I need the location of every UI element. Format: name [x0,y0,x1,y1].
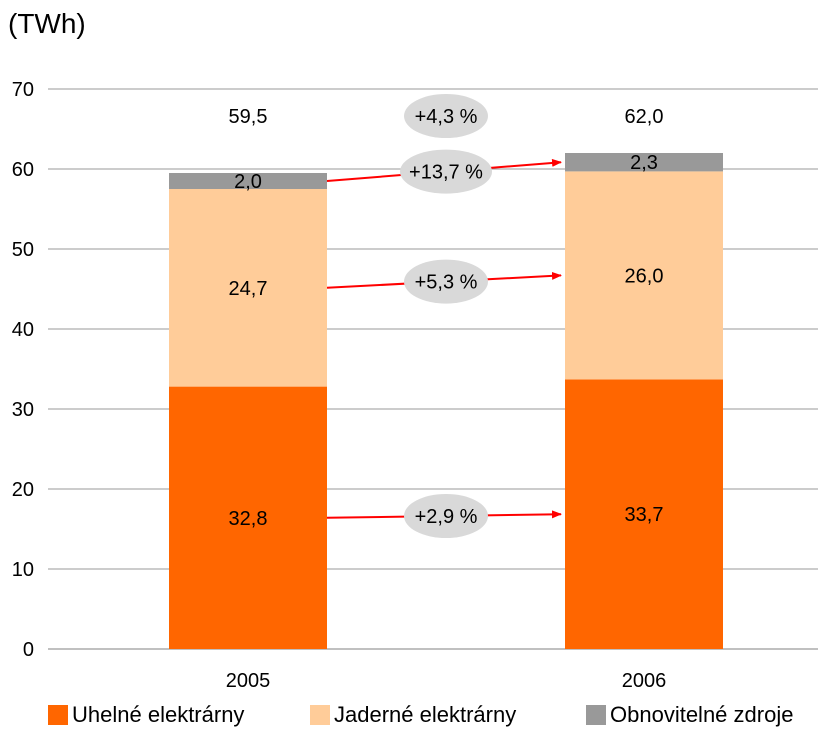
change-label-2: +5,3 % [415,272,478,294]
data-labels: 32,8 24,7 2,0 59,5 33,7 26,0 2,3 62,0 [229,106,664,530]
bar-segment-2006-0 [565,379,723,649]
change-badge-2 [404,259,488,304]
legend-label-uhelne: Uhelné elektrárny [72,702,245,727]
x-tick-label-2006: 2006 [622,670,667,692]
data-label-2006-2: 2,3 [630,152,658,174]
bar-segment-2006-2 [565,153,723,172]
bar-segment-2005-0 [169,386,327,649]
change-badge-1 [400,149,492,194]
data-label-2005-1: 24,7 [229,278,268,300]
data-label-2006-0: 33,7 [625,504,664,526]
unit-label: (TWh) [8,8,86,39]
legend-label-jaderne: Jaderné elektrárny [334,702,517,727]
bar-segment-2005-2 [169,173,327,189]
y-tick-label: 60 [12,159,34,181]
y-tick-label: 0 [23,639,34,661]
data-label-2005-0: 32,8 [229,508,268,530]
total-label-2006: 62,0 [625,106,664,128]
change-badge-3 [404,494,488,538]
legend-item-obnovitelne: Obnovitelné zdroje [586,702,793,728]
bars [169,153,723,649]
data-label-2006-1: 26,0 [625,265,664,287]
y-tick-label: 30 [12,399,34,421]
y-tick-label: 70 [12,79,34,101]
x-axis-ticks: 2005 2006 [226,670,667,692]
change-label-0: +4,3 % [415,106,478,128]
legend-swatch-obnovitelne [586,705,606,725]
change-label-3: +2,9 % [415,506,478,528]
legend-swatch-uhelne [48,705,68,725]
legend-item-uhelne: Uhelné elektrárny [48,702,244,728]
change-badges: +4,3 % +13,7 % +5,3 % +2,9 % [400,94,492,538]
legend: Uhelné elektrárny Jaderné elektrárny Obn… [0,702,831,738]
data-label-2005-2: 2,0 [234,171,262,193]
bar-segment-2005-1 [169,189,327,387]
y-tick-label: 10 [12,559,34,581]
legend-label-obnovitelne: Obnovitelné zdroje [610,702,794,727]
legend-swatch-jaderne [310,705,330,725]
y-tick-label: 40 [12,319,34,341]
y-axis-ticks: 0 10 20 30 40 50 60 70 [12,79,34,661]
total-label-2005: 59,5 [229,106,268,128]
y-tick-label: 50 [12,239,34,261]
change-arrows [326,158,562,519]
bar-segment-2006-1 [565,171,723,380]
change-badge-0 [404,94,488,138]
legend-item-jaderne: Jaderné elektrárny [310,702,516,728]
x-tick-label-2005: 2005 [226,670,271,692]
y-tick-label: 20 [12,479,34,501]
change-label-1: +13,7 % [409,162,483,184]
